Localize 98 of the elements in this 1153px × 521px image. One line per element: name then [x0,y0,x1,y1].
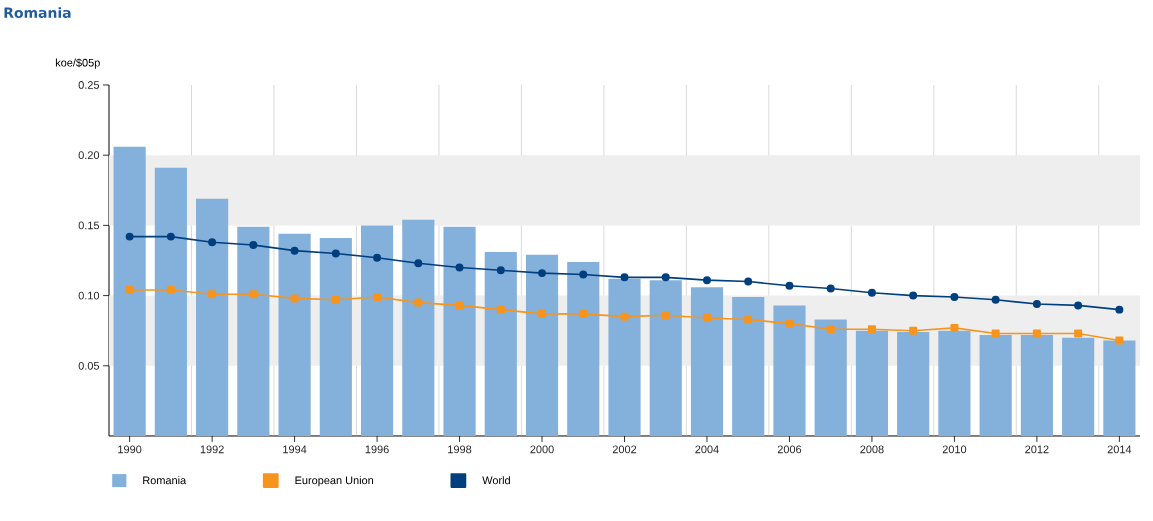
point [867,325,876,334]
y-axis-title: koe/$05p [55,58,100,69]
point [538,269,547,278]
point [1074,301,1083,310]
point [455,301,464,310]
point [249,241,258,250]
bar [1103,340,1136,436]
bar [690,287,724,436]
x-tick-label: 1990 [118,445,142,454]
point [744,277,753,286]
bar [732,296,765,436]
bar [402,219,435,436]
point [208,238,217,247]
bar [897,332,930,436]
point [579,270,588,279]
point [826,325,835,334]
point [373,253,382,262]
x-tick-label: 1994 [283,445,307,454]
bar [443,226,476,436]
point [909,291,918,300]
point [249,290,258,299]
x-tick-label: 2014 [1107,445,1132,454]
point [867,288,876,297]
x-tick-label: 1992 [200,445,224,454]
bar [113,146,146,436]
x-tick-label: 2012 [1025,445,1049,454]
point [661,311,670,320]
x-tick-label: 2010 [942,445,967,454]
point [991,295,1000,304]
bar [773,305,806,436]
chart-title: Romania [4,7,71,18]
point [414,259,423,268]
point [579,309,588,318]
bar [1062,337,1095,436]
point [1032,300,1041,308]
bar [319,238,352,436]
legend-label: World [482,476,510,485]
point [1115,336,1124,345]
x-tick-label: 1996 [365,445,389,454]
bar [608,278,641,436]
bar [979,334,1012,436]
x-tick-label: 2002 [612,445,637,454]
point [991,329,1000,338]
y-tick-label: 0.10 [78,291,100,300]
bar [855,330,889,436]
bar [1020,334,1053,436]
point [950,293,959,301]
bar [567,261,600,436]
y-tick-label: 0.15 [78,221,100,230]
x-tick-label: 2008 [860,445,884,454]
point [744,315,753,324]
point [331,249,340,258]
point [661,273,670,282]
bar [814,319,847,436]
point [909,326,918,335]
bar [360,225,394,436]
point [166,232,175,241]
point [290,246,299,255]
point [455,263,464,272]
point [331,295,340,304]
bar [649,280,682,436]
bar [154,167,187,436]
x-tick-label: 2004 [695,445,719,454]
point [785,319,794,328]
bar [196,198,229,436]
point [826,284,835,293]
x-tick-label: 2006 [777,445,802,454]
y-tick-label: 0.25 [78,81,100,89]
bar [525,254,559,436]
point [166,285,175,294]
legend-label: European Union [295,476,374,487]
point [785,281,794,290]
x-tick-label: 1998 [448,445,472,454]
point [125,232,134,241]
legend-label: Romania [143,476,187,485]
point [414,298,423,307]
point [373,293,382,301]
point [1074,329,1083,338]
y-tick-label: 0.20 [78,151,100,160]
point [538,309,547,318]
point [496,266,505,275]
point [620,273,629,282]
point [208,290,217,299]
y-tick-label: 0.05 [78,361,100,370]
point [620,312,629,321]
point [703,276,711,285]
point [1032,329,1041,338]
bar [278,233,311,436]
point [703,314,711,323]
point [1115,305,1124,314]
point [496,305,505,314]
bar [484,252,517,436]
point [290,294,299,303]
point [125,285,134,294]
point [950,323,959,332]
bar [237,226,270,436]
x-tick-label: 2000 [530,445,554,454]
bar [938,330,971,436]
